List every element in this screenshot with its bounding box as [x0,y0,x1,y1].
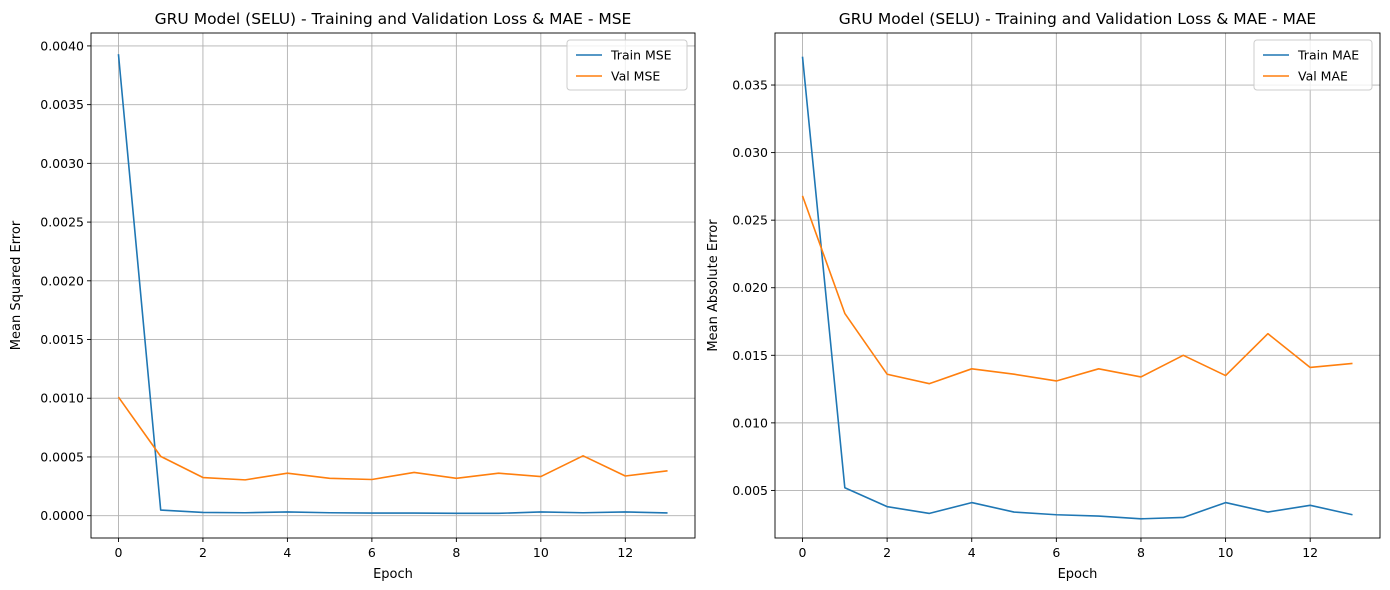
x-tick-label: 0 [799,545,807,560]
chart-mae: 0 2 4 6 8 10 12 0.005 0.010 0.015 0.020 0.025 0.030 0… [706,10,1381,582]
legend-entry: Train MAE [1297,48,1359,63]
x-tick-label: 6 [368,545,376,560]
y-axis-label: Mean Squared Error [9,220,24,350]
y-axis-label: Mean Absolute Error [706,219,721,352]
chart-title: GRU Model (SELU) - Training and Validati… [155,10,632,28]
legend-entry: Train MSE [610,48,672,63]
x-tick-label: 0 [114,545,122,560]
y-tick-label: 0.0000 [40,508,84,523]
y-tick-label: 0.0040 [40,38,84,53]
x-tick-label: 6 [1052,545,1060,560]
y-tick-label: 0.025 [732,213,768,228]
x-tick-label: 2 [199,545,207,560]
y-tick-label: 0.005 [732,483,768,498]
plot-frame [774,32,1381,539]
y-tick-label: 0.0005 [40,449,84,464]
series-line-train-mae [801,56,1353,520]
y-tick-label: 0.0025 [40,215,84,230]
x-tick-label: 12 [1302,545,1318,560]
x-tick-label: 8 [1137,545,1145,560]
y-tick-label: 0.0020 [40,273,84,288]
y-tick-label: 0.010 [732,415,768,430]
series-line-val-mae [801,195,1353,385]
y-tick-label: 0.030 [732,145,768,160]
y-tick-label: 0.035 [732,78,768,93]
legend-box [566,39,688,91]
plot-frame [90,32,696,539]
x-tick-label: 2 [883,545,891,560]
chart-title: GRU Model (SELU) - Training and Validati… [839,10,1316,28]
x-tick-label: 8 [452,545,460,560]
series-line-train-mse [117,54,668,515]
legend-entry: Val MAE [1298,69,1348,84]
legend: Train MSE Val MSE [566,39,688,91]
x-tick-label: 10 [533,545,549,560]
x-tick-label: 10 [1218,545,1234,560]
series-line-val-mse [117,396,668,481]
x-tick-label: 4 [283,545,291,560]
y-tick-label: 0.0015 [40,332,84,347]
legend-box [1253,39,1373,91]
y-tick-label: 0.015 [732,348,768,363]
chart-mse: 0 2 4 6 8 10 12 0.0000 0.0005 0.0010 0.0015 0.0020 0… [9,10,696,582]
y-tick-label: 0.0010 [40,391,84,406]
x-tick-label: 4 [968,545,976,560]
y-tick-label: 0.020 [732,280,768,295]
y-tick-label: 0.0030 [40,156,84,171]
x-tick-label: 12 [617,545,633,560]
x-axis-label: Epoch [1058,567,1098,582]
legend: Train MAE Val MAE [1253,39,1373,91]
legend-entry: Val MSE [611,69,660,84]
y-tick-label: 0.0035 [40,97,84,112]
x-axis-label: Epoch [373,567,413,582]
